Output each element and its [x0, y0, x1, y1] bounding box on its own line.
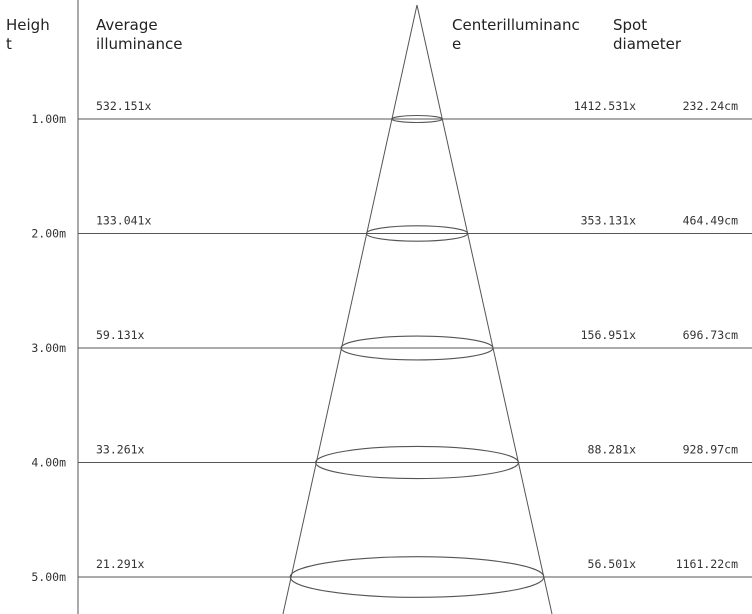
spot-diameter-value-3: 696.73cm	[683, 328, 738, 342]
average-illuminance-value-3: 59.131x	[96, 328, 145, 342]
height-label-3: 3.00m	[31, 341, 66, 355]
average-illuminance-value-5: 21.291x	[96, 557, 145, 571]
spot-diameter-value-5: 1161.22cm	[676, 557, 738, 571]
beam-ellipse-3	[340, 335, 494, 361]
beam-ellipse-2	[365, 225, 469, 242]
cone-left-edge	[282, 4, 418, 614]
average-illuminance-value-2: 133.041x	[96, 214, 151, 228]
spot-diameter-value-1: 232.24cm	[683, 99, 738, 113]
average-illuminance-value-1: 532.151x	[96, 99, 151, 113]
spot-diameter-value-2: 464.49cm	[683, 214, 738, 228]
spot-diameter-header: Spot diameter	[613, 16, 681, 53]
spot-diameter-value-4: 928.97cm	[683, 443, 738, 457]
center-illuminance-value-2: 353.131x	[581, 214, 636, 228]
beam-ellipse-4	[315, 445, 519, 480]
average-illuminance-header: Average illuminance	[96, 16, 183, 53]
center-illuminance-value-1: 1412.531x	[574, 99, 636, 113]
center-illuminance-header: Centerilluminanc e	[452, 16, 580, 53]
beam-ellipse-5	[289, 556, 545, 598]
height-label-2: 2.00m	[31, 227, 66, 241]
height-header: Heigh t	[6, 16, 50, 53]
height-label-1: 1.00m	[31, 112, 66, 126]
center-illuminance-value-5: 56.501x	[588, 557, 637, 571]
height-label-4: 4.00m	[31, 456, 66, 470]
center-illuminance-value-4: 88.281x	[588, 443, 637, 457]
height-label-5: 5.00m	[31, 570, 66, 584]
average-illuminance-value-4: 33.261x	[96, 443, 145, 457]
beam-ellipse-1	[391, 114, 443, 124]
cone-right-edge	[416, 4, 553, 614]
center-illuminance-value-3: 156.951x	[581, 328, 636, 342]
